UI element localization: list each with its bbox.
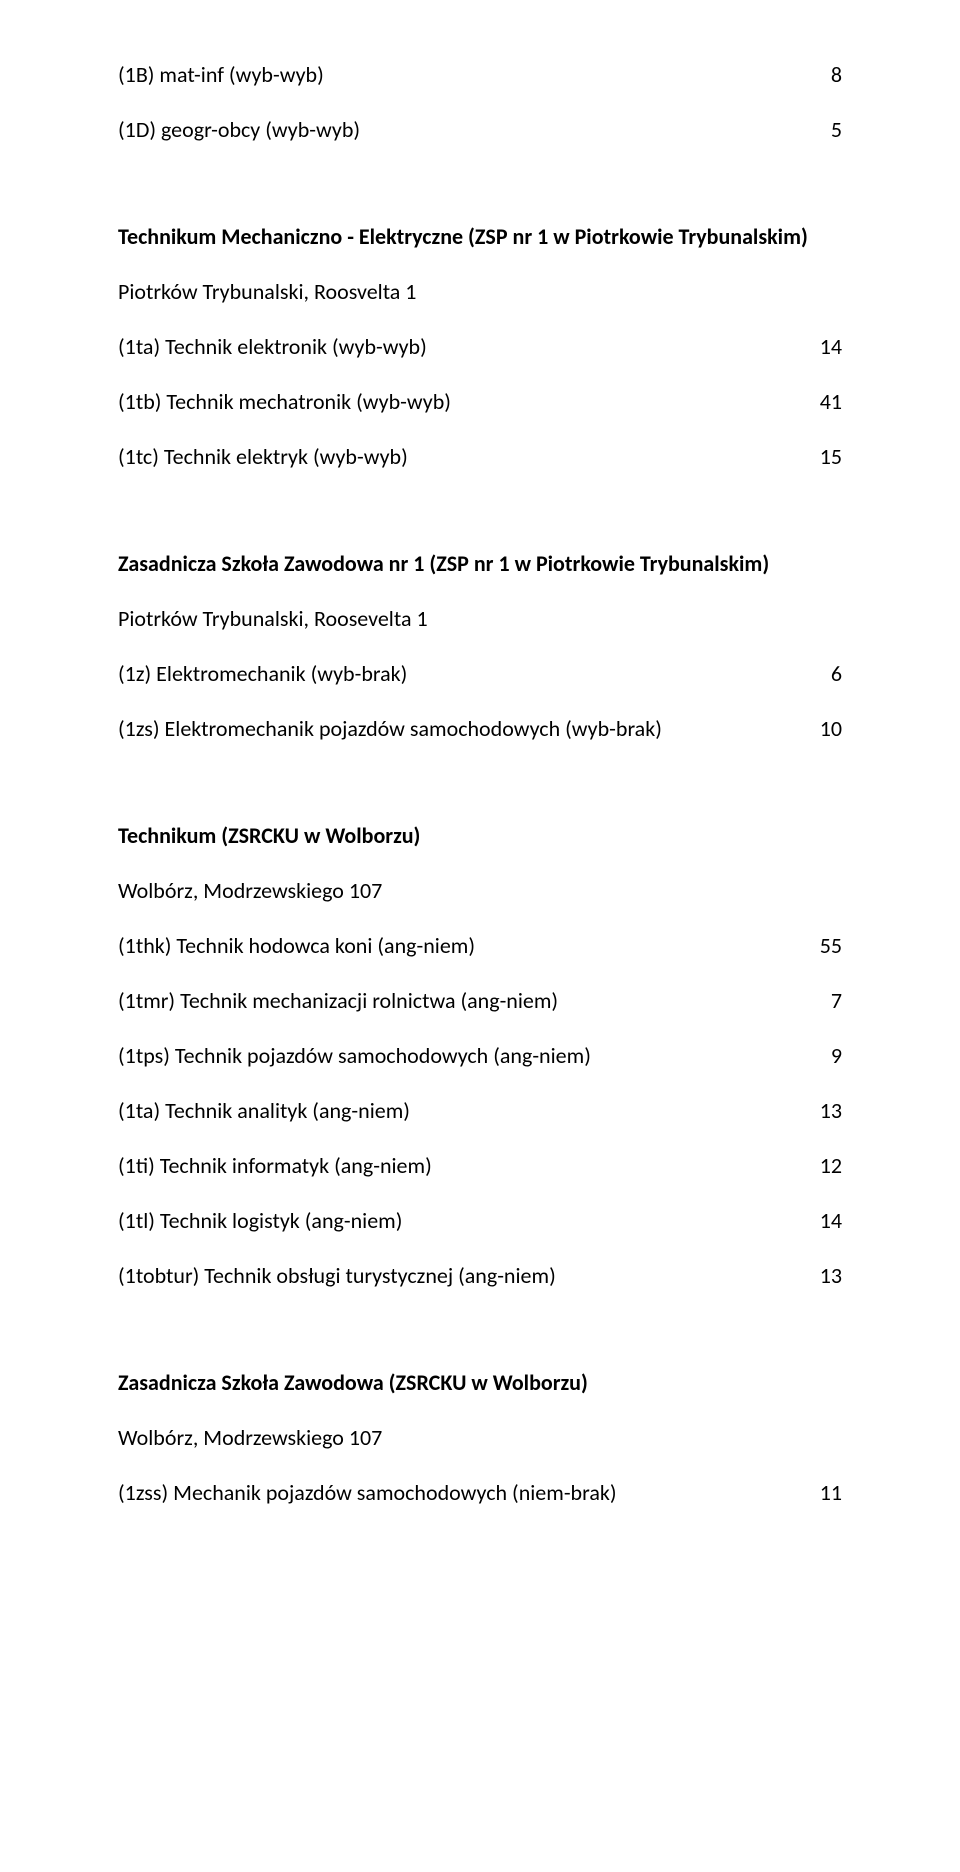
data-row: (1tc) Technik elektryk (wyb-wyb) 15 — [118, 440, 842, 473]
data-row: (1zss) Mechanik pojazdów samochodowych (… — [118, 1476, 842, 1509]
data-row: (1ta) Technik analityk (ang-niem) 13 — [118, 1094, 842, 1127]
section-title: Zasadnicza Szkoła Zawodowa (ZSRCKU w Wol… — [118, 1366, 842, 1399]
row-value: 14 — [782, 330, 842, 363]
spacer — [118, 495, 842, 547]
section-subtitle: Wolbórz, Modrzewskiego 107 — [118, 1421, 842, 1454]
data-row: (1tmr) Technik mechanizacji rolnictwa (a… — [118, 984, 842, 1017]
row-label: (1tps) Technik pojazdów samochodowych (a… — [118, 1039, 782, 1072]
row-label: (1ta) Technik analityk (ang-niem) — [118, 1094, 782, 1127]
row-value: 41 — [782, 385, 842, 418]
row-value: 7 — [782, 984, 842, 1017]
section-subtitle: Piotrków Trybunalski, Roosvelta 1 — [118, 275, 842, 308]
spacer — [118, 767, 842, 819]
row-value: 6 — [782, 657, 842, 690]
row-value: 13 — [782, 1259, 842, 1292]
data-row: (1ti) Technik informatyk (ang-niem) 12 — [118, 1149, 842, 1182]
row-label: (1tmr) Technik mechanizacji rolnictwa (a… — [118, 984, 782, 1017]
row-value: 13 — [782, 1094, 842, 1127]
row-label: (1tobtur) Technik obsługi turystycznej (… — [118, 1259, 782, 1292]
section-title: Technikum Mechaniczno - Elektryczne (ZSP… — [118, 220, 842, 253]
document-page: (1B) mat-inf (wyb-wyb) 8 (1D) geogr-obcy… — [0, 0, 960, 1872]
row-value: 5 — [782, 113, 842, 146]
spacer — [118, 1314, 842, 1366]
data-row: (1z) Elektromechanik (wyb-brak) 6 — [118, 657, 842, 690]
row-value: 55 — [782, 929, 842, 962]
data-row: (1tb) Technik mechatronik (wyb-wyb) 41 — [118, 385, 842, 418]
row-value: 9 — [782, 1039, 842, 1072]
data-row: (1tps) Technik pojazdów samochodowych (a… — [118, 1039, 842, 1072]
data-row: (1tobtur) Technik obsługi turystycznej (… — [118, 1259, 842, 1292]
row-label: (1zss) Mechanik pojazdów samochodowych (… — [118, 1476, 782, 1509]
section-title: Technikum (ZSRCKU w Wolborzu) — [118, 819, 842, 852]
data-row: (1B) mat-inf (wyb-wyb) 8 — [118, 58, 842, 91]
data-row: (1tl) Technik logistyk (ang-niem) 14 — [118, 1204, 842, 1237]
row-value: 12 — [782, 1149, 842, 1182]
row-value: 15 — [782, 440, 842, 473]
row-value: 10 — [782, 712, 842, 745]
data-row: (1zs) Elektromechanik pojazdów samochodo… — [118, 712, 842, 745]
data-row: (1D) geogr-obcy (wyb-wyb) 5 — [118, 113, 842, 146]
data-row: (1ta) Technik elektronik (wyb-wyb) 14 — [118, 330, 842, 363]
data-row: (1thk) Technik hodowca koni (ang-niem) 5… — [118, 929, 842, 962]
row-label: (1tc) Technik elektryk (wyb-wyb) — [118, 440, 782, 473]
row-value: 11 — [782, 1476, 842, 1509]
row-label: (1zs) Elektromechanik pojazdów samochodo… — [118, 712, 782, 745]
section-subtitle: Piotrków Trybunalski, Roosevelta 1 — [118, 602, 842, 635]
row-label: (1D) geogr-obcy (wyb-wyb) — [118, 113, 782, 146]
section-title: Zasadnicza Szkoła Zawodowa nr 1 (ZSP nr … — [118, 547, 842, 580]
row-value: 8 — [782, 58, 842, 91]
spacer — [118, 168, 842, 220]
row-label: (1ti) Technik informatyk (ang-niem) — [118, 1149, 782, 1182]
row-label: (1thk) Technik hodowca koni (ang-niem) — [118, 929, 782, 962]
row-label: (1B) mat-inf (wyb-wyb) — [118, 58, 782, 91]
row-value: 14 — [782, 1204, 842, 1237]
row-label: (1tl) Technik logistyk (ang-niem) — [118, 1204, 782, 1237]
row-label: (1z) Elektromechanik (wyb-brak) — [118, 657, 782, 690]
row-label: (1ta) Technik elektronik (wyb-wyb) — [118, 330, 782, 363]
row-label: (1tb) Technik mechatronik (wyb-wyb) — [118, 385, 782, 418]
section-subtitle: Wolbórz, Modrzewskiego 107 — [118, 874, 842, 907]
